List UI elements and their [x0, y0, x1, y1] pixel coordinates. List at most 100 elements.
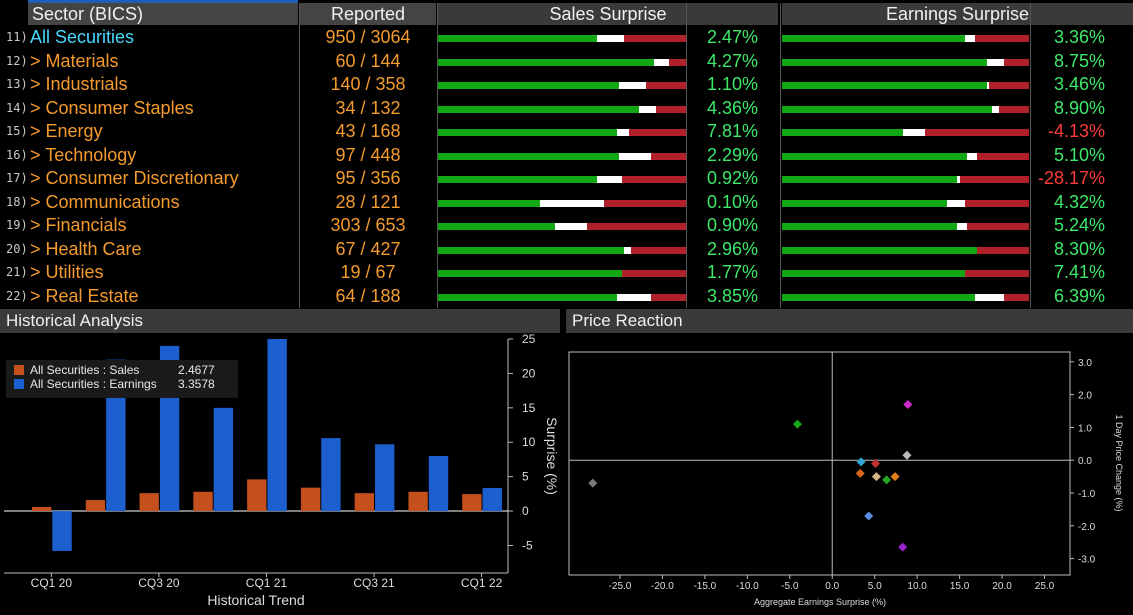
- sector-name[interactable]: > Real Estate: [30, 285, 139, 306]
- sector-name[interactable]: > Communications: [30, 191, 180, 212]
- beat-segment: [438, 58, 654, 66]
- sales-surprise-bar: [438, 58, 686, 66]
- y-tick-label: 0: [522, 504, 529, 518]
- beat-segment: [782, 152, 968, 160]
- inline-segment: [596, 35, 624, 42]
- table-row[interactable]: 14) > Consumer Staples 34 / 132 4.36% 8.90%: [0, 97, 1133, 121]
- sales-surprise-value: 3.85%: [706, 285, 758, 306]
- miss-segment: [1004, 293, 1029, 301]
- reported-count: 43 / 168: [335, 121, 401, 141]
- header-reported[interactable]: Reported: [300, 3, 436, 25]
- beat-segment: [438, 223, 555, 230]
- inline-segment: [967, 152, 978, 160]
- sector-name[interactable]: > Financials: [30, 215, 127, 235]
- earnings-surprise-bar: [482, 487, 502, 512]
- sales-surprise-bar: [438, 82, 686, 89]
- beat-segment: [438, 199, 540, 207]
- sector-name[interactable]: > Industrials: [30, 74, 128, 94]
- inline-segment: [903, 129, 926, 136]
- beat-segment: [438, 35, 597, 42]
- sales-surprise-bar: [438, 199, 686, 207]
- sector-name[interactable]: > Utilities: [30, 262, 104, 282]
- earnings-surprise-bar: [782, 58, 1029, 66]
- sector-name[interactable]: > Materials: [30, 50, 119, 71]
- sales-surprise-value: 4.27%: [706, 50, 758, 71]
- row-number: 20): [6, 241, 28, 256]
- earnings-surprise-value: 8.30%: [1053, 238, 1105, 259]
- table-row[interactable]: 22) > Real Estate 64 / 188 3.85% 6.39%: [0, 285, 1133, 309]
- column-divider: [437, 3, 438, 308]
- x-tick-label: -15.0: [693, 581, 716, 592]
- table-row[interactable]: 16) > Technology 97 / 448 2.29% 5.10%: [0, 144, 1133, 168]
- miss-segment: [623, 35, 686, 42]
- miss-segment: [656, 105, 686, 113]
- table-row[interactable]: 13) > Industrials 140 / 358 1.10% 3.46%: [0, 73, 1133, 97]
- beat-segment: [782, 246, 978, 254]
- sector-name[interactable]: > Energy: [30, 121, 103, 141]
- table-row[interactable]: 12) > Materials 60 / 144 4.27% 8.75%: [0, 50, 1133, 74]
- reported-count: 64 / 188: [335, 285, 401, 306]
- y-tick-label: 3.0: [1078, 358, 1092, 369]
- historical-chart-svg: -5 0 5 10 15 20 25 CQ1 20 CQ3 20 CQ1 21 CQ3 21 CQ1 …: [4, 332, 560, 608]
- beat-segment: [782, 58, 987, 66]
- row-number: 15): [6, 124, 28, 138]
- earnings-surprise-bar: [428, 456, 449, 512]
- row-number: 22): [6, 288, 28, 303]
- reported-count: 28 / 121: [335, 191, 401, 212]
- sector-surprise-table: Sector (BICS) Reported Sales Surprise Ea…: [0, 0, 1133, 309]
- scatter-point: [792, 419, 802, 429]
- header-sector[interactable]: Sector (BICS): [28, 3, 298, 25]
- sales-surprise-bar: [438, 293, 686, 301]
- reported-count: 303 / 653: [330, 215, 406, 235]
- sales-surprise-bar: [438, 152, 686, 160]
- sector-name[interactable]: > Technology: [30, 144, 137, 165]
- table-row[interactable]: 17) > Consumer Discretionary 95 / 356 0.92%…: [0, 167, 1133, 191]
- miss-segment: [586, 223, 686, 230]
- beat-segment: [438, 129, 617, 136]
- table-row[interactable]: 18) > Communications 28 / 121 0.10% 4.32%: [0, 191, 1133, 215]
- row-number: 11): [6, 30, 28, 44]
- y-tick-label: 15: [522, 401, 536, 415]
- sector-name[interactable]: > Consumer Staples: [30, 97, 194, 118]
- y-tick-label: 1.0: [1078, 423, 1092, 434]
- miss-segment: [646, 82, 686, 89]
- inline-segment: [616, 293, 652, 301]
- earnings-surprise-bar: [267, 339, 287, 512]
- sales-surprise-value: 2.29%: [706, 144, 758, 165]
- header-earnings-surprise[interactable]: Earnings Surprise: [782, 3, 1133, 25]
- y-tick-label: -1.0: [1078, 489, 1096, 500]
- inline-segment: [619, 152, 652, 160]
- scatter-point: [588, 478, 598, 488]
- row-number: 16): [6, 147, 28, 162]
- x-tick-label: 5.0: [868, 581, 882, 592]
- earnings-surprise-bar: [782, 176, 1029, 183]
- table-row[interactable]: 15) > Energy 43 / 168 7.81% -4.13%: [0, 120, 1133, 144]
- earnings-surprise-value: 3.36%: [1053, 27, 1105, 47]
- y-tick-label: 10: [522, 435, 536, 449]
- header-sales-surprise[interactable]: Sales Surprise: [438, 3, 778, 25]
- x-tick-label: CQ1 21: [246, 576, 288, 590]
- earnings-surprise-value: 7.41%: [1053, 262, 1105, 282]
- sales-surprise-bar: [438, 129, 686, 136]
- earnings-surprise-bar: [782, 293, 1029, 301]
- table-row[interactable]: 11) All Securities 950 / 3064 2.47% 3.36%: [0, 26, 1133, 50]
- earnings-surprise-bar: [782, 270, 1029, 277]
- sales-surprise-bar: [139, 493, 159, 512]
- table-row[interactable]: 19) > Financials 303 / 653 0.90% 5.24%: [0, 214, 1133, 238]
- sector-name[interactable]: > Consumer Discretionary: [30, 168, 239, 188]
- inline-segment: [987, 82, 990, 89]
- table-row[interactable]: 20) > Health Care 67 / 427 2.96% 8.30%: [0, 238, 1133, 262]
- sector-name[interactable]: All Securities: [30, 27, 135, 47]
- x-tick-label: 25.0: [1035, 581, 1055, 592]
- sales-surprise-bar: [438, 270, 686, 277]
- x-tick-label: 15.0: [950, 581, 970, 592]
- x-axis-title: Historical Trend: [207, 592, 304, 608]
- miss-segment: [604, 199, 686, 207]
- scatter-point: [903, 399, 913, 409]
- beat-segment: [782, 223, 958, 230]
- miss-segment: [925, 129, 1029, 136]
- x-tick-label: 20.0: [992, 581, 1012, 592]
- sector-name[interactable]: > Health Care: [30, 238, 142, 259]
- earnings-surprise-value: 4.32%: [1053, 191, 1105, 212]
- table-row[interactable]: 21) > Utilities 19 / 67 1.77% 7.41%: [0, 261, 1133, 285]
